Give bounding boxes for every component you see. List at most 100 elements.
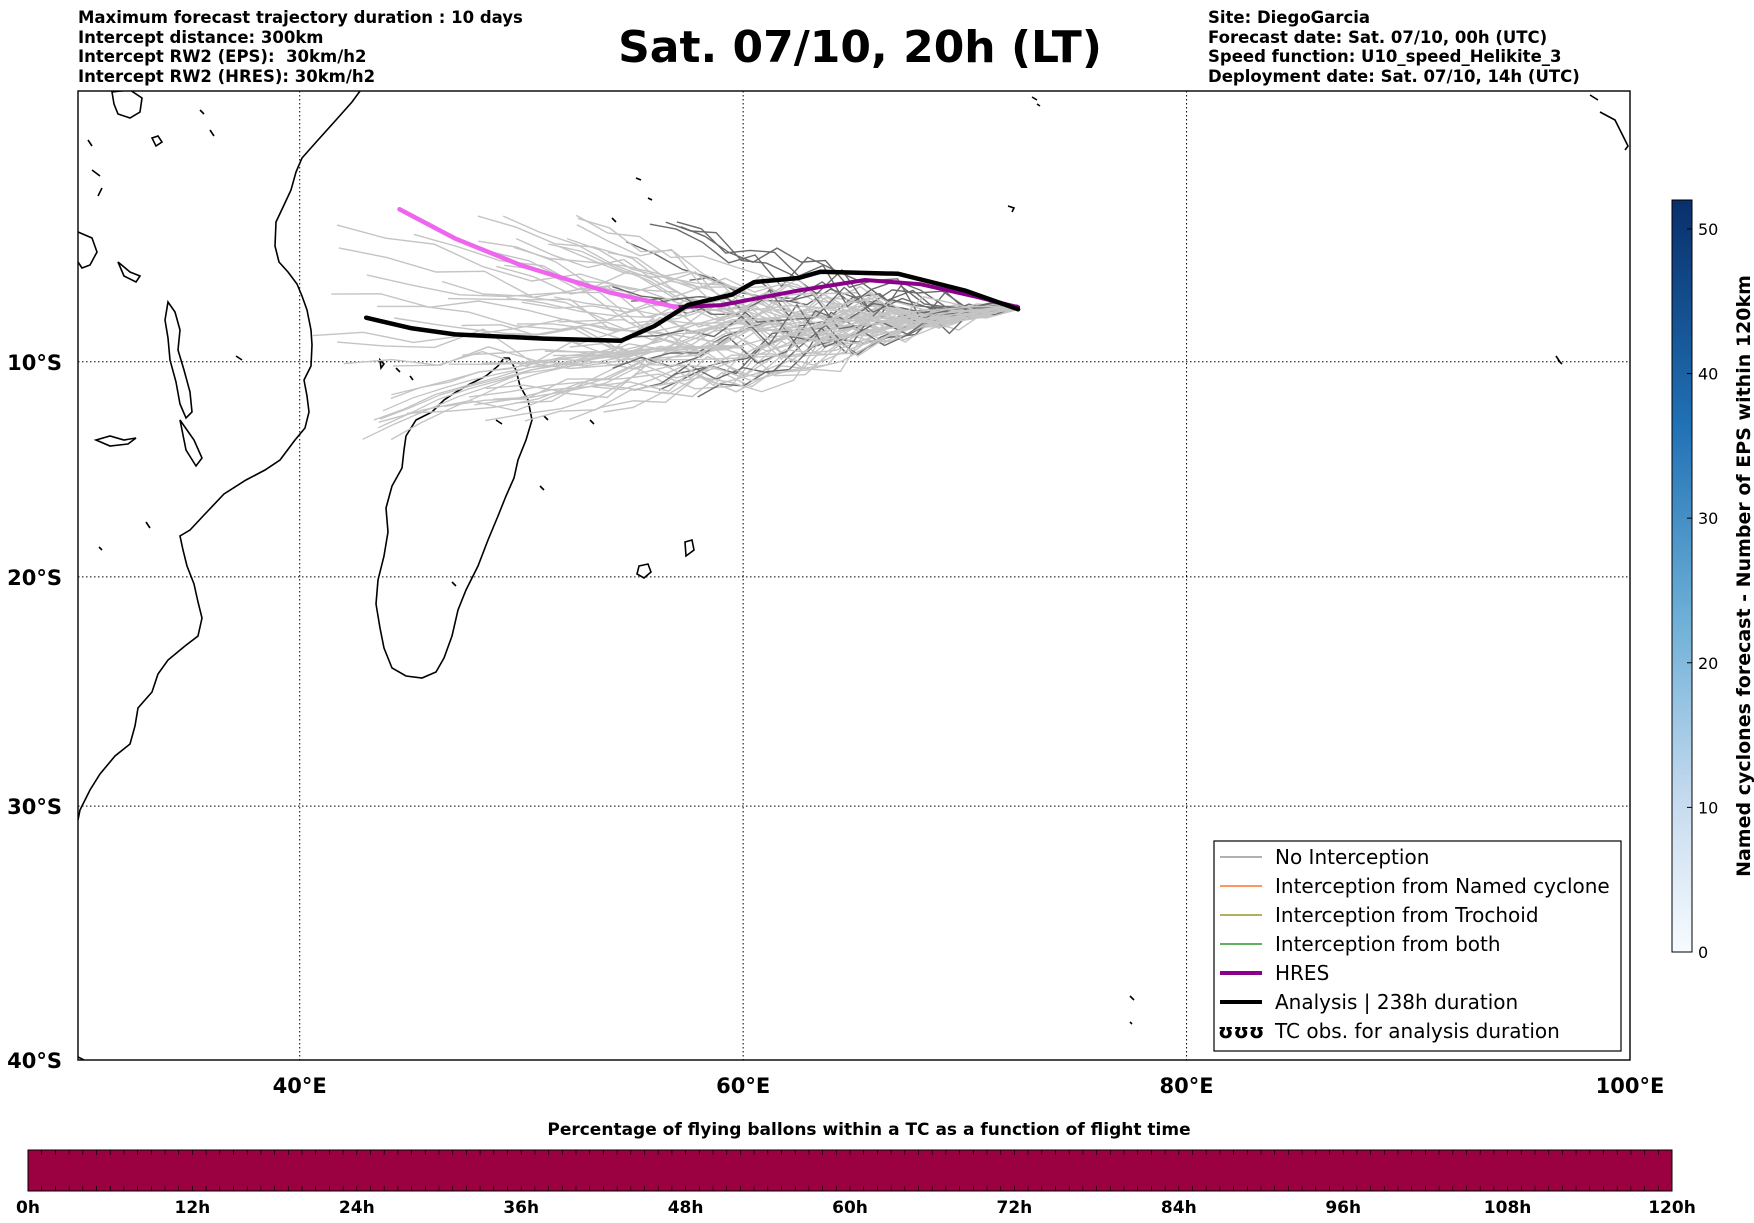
legend-label: No Interception — [1275, 845, 1429, 869]
bottom-tick-label: 72h — [997, 1198, 1033, 1218]
longitude-label: 80°E — [1160, 1074, 1214, 1098]
reunion-island — [636, 563, 652, 579]
lake-tanganyika — [164, 299, 193, 420]
legend-label: Interception from Trochoid — [1275, 903, 1539, 927]
africa-inland-lakes — [87, 139, 103, 197]
legend-box — [1213, 840, 1622, 1052]
header-left-line: Intercept RW2 (EPS): 30km/h2 — [78, 47, 367, 66]
colorbar-tick-label: 40 — [1698, 365, 1718, 384]
maldives-islands — [1031, 96, 1041, 107]
bottom-tick-label: 12h — [175, 1198, 211, 1218]
colorbar-right: 0 10 20 30 40 50 Named cyclones forecast - Nu… — [1671, 199, 1754, 962]
latitude-labels: 10°S 20°S 30°S 40°S — [7, 351, 62, 1073]
eps-trajectory — [517, 304, 1019, 355]
map-area — [78, 91, 1630, 1060]
eps-trajectory — [390, 344, 744, 441]
colorbar-tick-label: 50 — [1698, 220, 1718, 239]
colorbar-right-fill — [1671, 199, 1693, 953]
main-title: Sat. 07/10, 20h (LT) — [618, 22, 1102, 73]
header-right-line: Deployment date: Sat. 07/10, 14h (UTC) — [1208, 66, 1580, 86]
header-right: Site: DiegoGarcia Forecast date: Sat. 07… — [1208, 8, 1580, 86]
bottom-tick-label: 36h — [503, 1198, 539, 1218]
latitude-label: 40°S — [7, 1049, 62, 1073]
coastlines — [78, 91, 1629, 1060]
bottom-bar-fill — [27, 1149, 1673, 1192]
bottom-colorbar: Percentage of flying ballons within a TC… — [16, 1120, 1696, 1218]
eps-trajectory — [485, 308, 1019, 422]
lake-victoria-north — [111, 91, 143, 119]
header-right-line: Forecast date: Sat. 07/10, 00h (UTC) — [1208, 27, 1548, 47]
madagascar-islands — [451, 415, 595, 587]
eps-trajectory — [524, 307, 1019, 422]
map-gridlines — [78, 91, 1630, 1060]
kenya-islands — [150, 109, 215, 148]
bottom-tick-label: 84h — [1161, 1198, 1197, 1218]
header-left-line: Maximum forecast trajectory duration : 1… — [78, 8, 523, 27]
sumatra-coast — [1589, 94, 1629, 151]
cocos-islands — [1555, 355, 1563, 365]
longitude-labels: 40°E 60°E 80°E 100°E — [273, 1074, 1665, 1098]
header-right-line: Speed function: U10_speed_Helikite_3 — [1208, 47, 1562, 66]
bottom-bar-title: Percentage of flying ballons within a TC… — [547, 1120, 1190, 1140]
eps-trajectory — [569, 307, 1019, 421]
tc-obs-symbol: ʊʊʊ — [1218, 1019, 1264, 1043]
longitude-label: 60°E — [716, 1074, 770, 1098]
amsterdam-island — [1129, 995, 1135, 1025]
latitude-label: 20°S — [7, 566, 62, 590]
mozambique-islands — [98, 355, 243, 551]
eps-trajectory — [665, 221, 1019, 310]
legend-label: HRES — [1275, 961, 1329, 985]
latitude-label: 30°S — [7, 795, 62, 819]
colorbar-tick-label: 10 — [1698, 798, 1718, 817]
map-frame — [77, 90, 1631, 1061]
latitude-label: 10°S — [7, 351, 62, 375]
bottom-bar-ticks: 0h 12h 24h 36h 48h 60h 72h 84h 96h 108h 120h — [16, 1198, 1696, 1218]
lake-victoria — [78, 231, 98, 269]
eps-trajectory — [506, 297, 1019, 342]
bottom-tick-label: 24h — [339, 1198, 375, 1218]
legend: No Interception Interception from Named c… — [1213, 840, 1622, 1052]
madagascar-coastline — [375, 357, 533, 679]
bottom-tick-label: 60h — [832, 1198, 868, 1218]
chagos-islands — [1007, 205, 1016, 213]
header-left-line: Intercept distance: 300km — [78, 27, 324, 47]
longitude-label: 100°E — [1596, 1074, 1665, 1098]
mauritius-island — [684, 538, 695, 558]
eps-trajectory — [441, 280, 1019, 334]
eps-trajectory — [444, 305, 1019, 408]
hres-track-extension — [397, 207, 679, 310]
eps-trajectory — [390, 344, 744, 400]
lake-mweru — [93, 435, 137, 447]
legend-label: Analysis | 238h duration — [1275, 990, 1518, 1014]
header-left: Maximum forecast trajectory duration : 1… — [78, 8, 523, 86]
bottom-tick-label: 0h — [16, 1198, 40, 1218]
eps-trajectory — [515, 237, 1019, 324]
seychelles-islands — [611, 177, 653, 223]
bottom-bar-minor-ticks — [27, 1150, 1673, 1191]
bottom-tick-label: 48h — [668, 1198, 704, 1218]
lake-malawi — [179, 419, 203, 468]
eps-trajectories — [312, 214, 1019, 441]
legend-label: TC obs. for analysis duration — [1274, 1019, 1560, 1043]
colorbar-tick-label: 0 — [1698, 943, 1708, 962]
bottom-tick-label: 96h — [1325, 1198, 1361, 1218]
africa-coastline — [78, 91, 361, 821]
colorbar-right-ticks: 0 10 20 30 40 50 — [1687, 220, 1718, 962]
longitude-label: 40°E — [273, 1074, 327, 1098]
lake-kivu — [117, 261, 142, 284]
bottom-tick-label: 120h — [1648, 1198, 1696, 1218]
legend-label: Interception from both — [1275, 932, 1501, 956]
eps-trajectory — [391, 345, 744, 396]
bottom-tick-label: 108h — [1484, 1198, 1532, 1218]
colorbar-tick-label: 20 — [1698, 654, 1718, 673]
eps-trajectory — [413, 233, 1019, 323]
main-trajectories — [363, 207, 1021, 343]
legend-label: Interception from Named cyclone — [1275, 874, 1610, 898]
comoros-islands — [378, 357, 414, 381]
header-left-line: Intercept RW2 (HRES): 30km/h2 — [78, 66, 376, 86]
header-right-line: Site: DiegoGarcia — [1208, 8, 1371, 27]
colorbar-right-label: Named cyclones forecast - Number of EPS … — [1733, 275, 1754, 877]
colorbar-tick-label: 30 — [1698, 509, 1718, 528]
analysis-track — [363, 269, 1021, 343]
